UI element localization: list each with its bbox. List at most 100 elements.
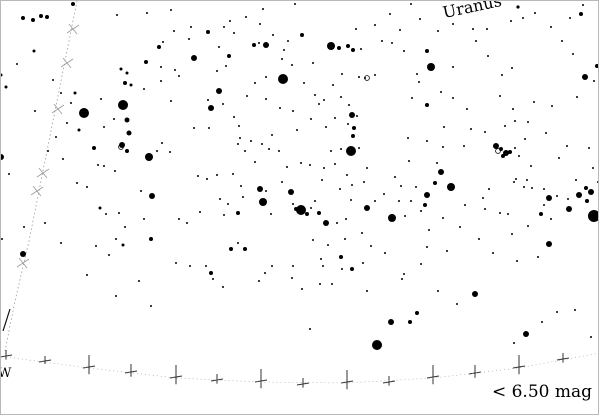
star bbox=[254, 82, 256, 84]
star bbox=[31, 18, 35, 22]
star bbox=[4, 85, 8, 89]
star bbox=[518, 155, 520, 157]
star bbox=[178, 218, 180, 220]
star bbox=[398, 200, 400, 202]
star bbox=[223, 26, 225, 28]
star bbox=[309, 328, 311, 330]
star bbox=[550, 218, 552, 220]
star bbox=[301, 288, 303, 290]
star bbox=[493, 143, 499, 149]
star bbox=[541, 321, 543, 323]
star bbox=[222, 103, 224, 105]
star bbox=[1, 154, 4, 160]
star bbox=[287, 40, 289, 42]
star bbox=[426, 140, 428, 142]
star bbox=[259, 23, 261, 25]
star bbox=[8, 173, 10, 175]
star bbox=[258, 280, 260, 282]
star bbox=[348, 104, 350, 106]
star bbox=[39, 14, 43, 18]
star bbox=[219, 198, 221, 200]
star bbox=[119, 67, 123, 71]
horizon-tick bbox=[382, 380, 396, 384]
star bbox=[21, 16, 25, 20]
star bbox=[216, 88, 222, 94]
star bbox=[524, 138, 526, 140]
star bbox=[574, 309, 576, 311]
star bbox=[126, 130, 132, 136]
star bbox=[572, 53, 574, 55]
star bbox=[579, 12, 583, 16]
star bbox=[20, 251, 26, 257]
star bbox=[322, 265, 324, 267]
star bbox=[16, 63, 18, 65]
grid-cross bbox=[53, 103, 63, 115]
star bbox=[508, 150, 512, 154]
star bbox=[551, 105, 553, 107]
star bbox=[108, 254, 110, 256]
star bbox=[170, 100, 172, 102]
star bbox=[71, 2, 75, 6]
star bbox=[178, 75, 180, 77]
star bbox=[103, 126, 105, 128]
star bbox=[452, 66, 454, 68]
star bbox=[391, 42, 393, 44]
star bbox=[309, 164, 311, 166]
star bbox=[207, 99, 209, 101]
star bbox=[510, 20, 512, 22]
star bbox=[351, 184, 353, 186]
star bbox=[336, 222, 338, 224]
star bbox=[334, 163, 336, 165]
star bbox=[388, 319, 394, 325]
star bbox=[426, 246, 428, 248]
star bbox=[279, 107, 281, 109]
star bbox=[288, 189, 294, 195]
star bbox=[399, 29, 401, 31]
star bbox=[484, 208, 486, 210]
uranus-marker[interactable] bbox=[516, 5, 520, 9]
star bbox=[539, 212, 543, 216]
star bbox=[160, 80, 162, 82]
star bbox=[263, 42, 269, 48]
star bbox=[423, 203, 427, 207]
star bbox=[463, 145, 465, 147]
star bbox=[144, 60, 148, 64]
grid-cross bbox=[18, 257, 28, 269]
star bbox=[227, 54, 231, 58]
star bbox=[79, 108, 89, 118]
star bbox=[323, 99, 325, 101]
horizon-line bbox=[5, 353, 598, 384]
star bbox=[125, 149, 129, 153]
star bbox=[484, 131, 486, 133]
star bbox=[233, 32, 235, 34]
star bbox=[208, 105, 214, 111]
star bbox=[218, 46, 220, 48]
star bbox=[588, 210, 598, 222]
star bbox=[271, 265, 273, 267]
star bbox=[70, 102, 72, 104]
horizon-tick bbox=[426, 375, 440, 379]
star bbox=[259, 198, 267, 206]
star bbox=[425, 103, 429, 107]
star bbox=[337, 46, 341, 50]
star bbox=[511, 233, 513, 235]
ecliptic-grid bbox=[4, 1, 80, 352]
star bbox=[105, 213, 107, 215]
star bbox=[546, 241, 552, 247]
star bbox=[440, 91, 442, 93]
star bbox=[118, 212, 120, 214]
star bbox=[478, 238, 480, 240]
star bbox=[292, 110, 294, 112]
star bbox=[318, 103, 320, 105]
star bbox=[206, 178, 208, 180]
star bbox=[488, 188, 490, 190]
star bbox=[265, 98, 267, 100]
star bbox=[229, 20, 231, 22]
star bbox=[344, 238, 346, 240]
star bbox=[121, 243, 125, 247]
star bbox=[501, 154, 505, 158]
star bbox=[206, 30, 210, 34]
star bbox=[45, 15, 49, 19]
